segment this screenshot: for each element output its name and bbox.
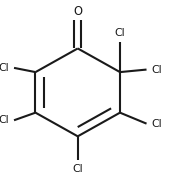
Text: Cl: Cl <box>151 65 162 75</box>
Text: Cl: Cl <box>115 28 125 38</box>
Text: Cl: Cl <box>73 164 83 174</box>
Text: Cl: Cl <box>0 115 9 125</box>
Text: Cl: Cl <box>151 119 162 129</box>
Text: O: O <box>73 5 82 18</box>
Text: Cl: Cl <box>0 63 9 73</box>
